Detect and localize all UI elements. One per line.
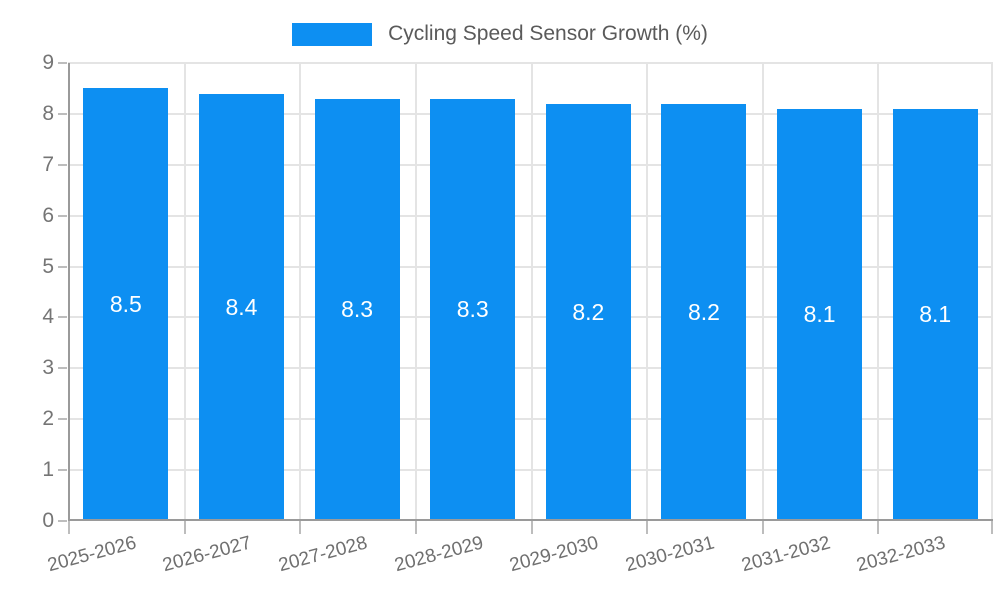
gridline-vertical (183, 63, 186, 521)
x-axis-tick (877, 521, 880, 534)
bar: 8.5 (83, 88, 169, 521)
y-axis-label: 8 (42, 101, 54, 125)
x-axis-tick (991, 521, 993, 534)
gridline-vertical (414, 63, 417, 521)
y-axis-label: 9 (42, 51, 54, 74)
gridline-vertical (530, 63, 533, 521)
bar: 8.4 (198, 93, 284, 521)
x-axis-tick (646, 521, 649, 534)
y-axis-label: 3 (42, 356, 54, 380)
y-axis-tick (58, 469, 67, 472)
y-axis-line (68, 63, 70, 521)
bar: 8.3 (430, 98, 516, 521)
bar-value-label: 8.1 (919, 301, 952, 328)
x-axis-tick (530, 521, 533, 534)
y-axis-tick (58, 418, 67, 421)
x-axis-label: 2031-2032 (738, 532, 833, 577)
x-axis-tick (183, 521, 186, 534)
bar-value-label: 8.3 (341, 296, 374, 323)
y-axis-tick (58, 62, 67, 64)
y-axis-label: 2 (42, 407, 54, 431)
x-axis-label: 2029-2030 (507, 532, 601, 577)
bar: 8.2 (545, 103, 631, 521)
gridline-vertical (991, 63, 993, 521)
y-axis-tick (58, 112, 67, 115)
x-axis-tick (761, 521, 764, 534)
bar: 8.3 (314, 98, 400, 521)
x-axis-tick (414, 521, 417, 534)
plot-area: 0 1 2 3 4 5 6 7 8 9 8.5 8.4 8.3 8.3 8.2 8.2 8.1 8.1 2025-2… (42, 51, 993, 576)
chart-legend: Cycling Speed Sensor Growth (%) (0, 20, 1000, 48)
y-axis-tick (58, 367, 67, 370)
x-axis-tick (68, 521, 70, 534)
y-axis-tick (58, 214, 67, 217)
y-axis-label: 0 (42, 509, 54, 532)
y-axis-tick (58, 316, 67, 319)
bar: 8.2 (661, 103, 747, 521)
gridline-vertical (877, 63, 880, 521)
x-axis-label: 2032-2033 (854, 532, 948, 577)
bar: 8.1 (777, 108, 863, 521)
bar-value-label: 8.2 (572, 298, 605, 325)
bar: 8.1 (892, 108, 978, 521)
y-axis-label: 1 (42, 458, 54, 482)
y-axis-label: 5 (42, 254, 54, 278)
bar-value-label: 8.3 (456, 296, 489, 323)
legend-label: Cycling Speed Sensor Growth (%) (388, 22, 708, 45)
y-axis-label: 4 (42, 305, 54, 329)
x-axis-label: 2030-2031 (623, 532, 717, 577)
bar-value-label: 8.4 (225, 293, 258, 320)
bar-value-label: 8.1 (803, 301, 836, 328)
y-axis-label: 6 (42, 203, 54, 227)
bar-value-label: 8.5 (109, 291, 142, 318)
x-axis-label: 2026-2027 (160, 532, 255, 577)
y-axis-tick (58, 163, 67, 166)
y-axis-tick (58, 265, 67, 268)
y-axis-label: 7 (42, 152, 54, 176)
x-axis-label: 2027-2028 (276, 532, 370, 577)
legend-swatch (292, 22, 373, 46)
x-axis-line (68, 519, 993, 521)
y-axis-tick (58, 520, 67, 522)
x-axis-tick (299, 521, 302, 534)
gridline-vertical (646, 63, 649, 521)
x-axis-label: 2025-2026 (45, 532, 139, 577)
bar-value-label: 8.2 (687, 298, 720, 325)
gridline-vertical (761, 63, 764, 521)
x-axis-label: 2028-2029 (392, 532, 486, 577)
gridline-vertical (299, 63, 302, 521)
